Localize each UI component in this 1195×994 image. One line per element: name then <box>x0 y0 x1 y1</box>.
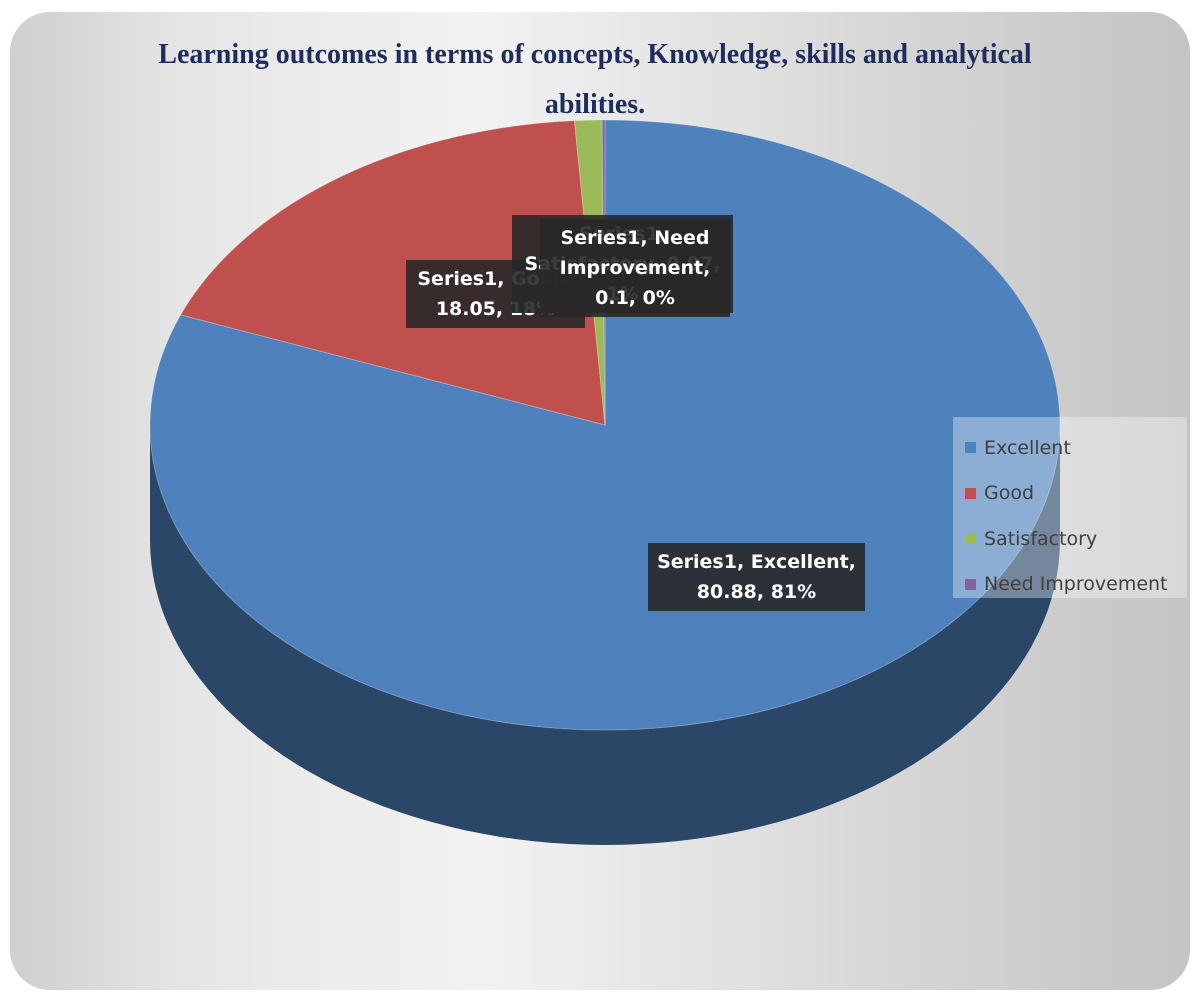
legend-label: Good <box>984 482 1035 505</box>
pie-side <box>150 425 1060 845</box>
data-label: Series1, Need Improvement, 0.1, 0% <box>540 219 730 317</box>
pie-slice <box>179 120 606 426</box>
legend-item: Need Improvement <box>953 562 1187 608</box>
pie-slice <box>601 119 606 426</box>
legend-swatch <box>965 533 976 545</box>
legend-label: Excellent <box>984 436 1071 459</box>
legend-label: Need Improvement <box>984 573 1168 596</box>
legend-swatch <box>965 578 976 590</box>
legend-swatch <box>965 442 976 454</box>
legend-label: Satisfactory <box>984 527 1098 550</box>
legend: Excellent Good Satisfactory Need Improvemen… <box>953 417 1187 598</box>
chart-title: Learning outcomes in terms of concepts, … <box>158 39 1032 120</box>
legend-item: Excellent <box>953 425 1187 471</box>
data-label: Series1, Excellent, 80.88, 81% <box>648 543 865 611</box>
legend-swatch <box>965 487 976 499</box>
legend-item: Good <box>953 471 1187 517</box>
legend-item: Satisfactory <box>953 516 1187 562</box>
